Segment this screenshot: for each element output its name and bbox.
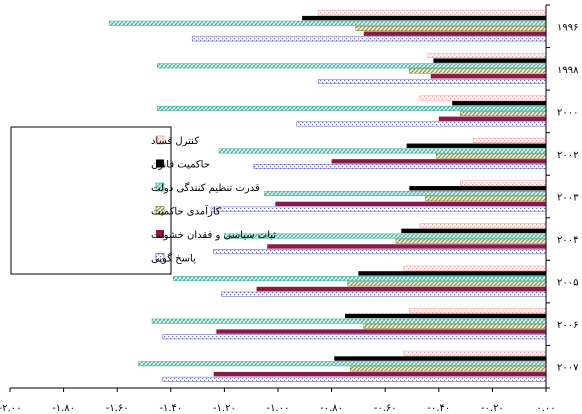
y-tick-label: ۱۹۹۸ — [557, 65, 579, 76]
bar-۲۰۰۲-series-4 — [331, 159, 546, 164]
bar-۲۰۰۰-series-5 — [296, 121, 547, 127]
bar-۲۰۰۰-series-0 — [419, 95, 547, 101]
legend-label: کنترل فساد — [151, 136, 199, 147]
legend: کنترل فساد حاکمیت قانون قدرت تنظیم کنندگی … — [10, 126, 276, 275]
bar-۲۰۰۴-series-4 — [267, 244, 546, 249]
x-tick-label: -۱.۰۰ — [267, 403, 290, 414]
bar-۱۹۹۸-series-0 — [427, 52, 547, 58]
bar-۱۹۹۶-series-1 — [302, 15, 546, 21]
y-tick-label: ۲۰۰۷ — [557, 363, 579, 374]
x-tick-label: -۰.۴۰ — [427, 403, 450, 414]
bar-۲۰۰۳-series-3 — [425, 196, 547, 202]
x-tick-label: ۰.۰۰ — [536, 403, 555, 414]
y-tick-label: ۲۰۰۰ — [557, 107, 578, 118]
bar-۲۰۰۷-series-4 — [213, 371, 546, 377]
bar-۲۰۰۲-series-0 — [473, 138, 547, 144]
legend-swatch — [155, 135, 165, 145]
bar-۲۰۰۷-series-5 — [162, 376, 547, 382]
legend-swatch — [156, 230, 164, 238]
legend-swatch — [155, 206, 165, 215]
bar-۲۰۰۵-series-1 — [358, 271, 546, 276]
bar-۲۰۰۳-series-1 — [409, 186, 546, 191]
bar-۲۰۰۳-series-5 — [210, 206, 547, 212]
bar-۲۰۰۵-series-3 — [347, 281, 547, 287]
y-tick-label: ۲۰۰۴ — [557, 235, 578, 246]
bar-۲۰۰۵-series-4 — [256, 286, 546, 292]
bar-۲۰۰۴-series-0 — [419, 223, 547, 229]
bar-۱۹۹۶-series-2 — [108, 20, 547, 26]
legend-label: حاکمیت قانون — [151, 160, 210, 171]
bar-۲۰۰۷-series-3 — [350, 366, 547, 372]
bar-۲۰۰۵-series-2 — [173, 276, 547, 282]
x-tick-label: -۰.۲۰ — [481, 403, 504, 414]
legend-label: ثبات سیاسی و فقدان خشونت — [151, 230, 276, 241]
x-tick-label: -۰.۶۰ — [374, 403, 397, 414]
bar-۲۰۰۶-series-5 — [162, 334, 547, 340]
legend-swatch — [155, 253, 165, 262]
legend-swatch — [155, 182, 165, 192]
bar-۱۹۹۸-series-5 — [317, 78, 547, 84]
bar-۱۹۹۶-series-4 — [363, 31, 546, 36]
bar-۲۰۰۲-series-3 — [435, 153, 547, 159]
plot-area: ۱۹۹۶ ۱۹۹۸ ۲۰۰۰ ۲۰۰۲ ۲۰۰۳ ۲۰۰۴ ۲۰۰۵ ۲۰۰۶ ۲۰۰۷ ۰.۰۰… — [0, 4, 579, 414]
y-tick-label: ۱۹۹۶ — [557, 22, 578, 33]
x-tick-label: -۱.۲۰ — [213, 403, 236, 414]
bar-۲۰۰۳-series-0 — [459, 180, 547, 186]
x-tick-label: -۱.۴۰ — [159, 403, 182, 414]
legend-swatch — [156, 159, 164, 168]
bar-۱۹۹۸-series-4 — [430, 74, 546, 79]
x-tick-label: -۱.۶۰ — [106, 403, 129, 414]
bar-۲۰۰۷-series-0 — [403, 350, 547, 356]
bar-۲۰۰۳-series-4 — [275, 201, 546, 207]
bar-۲۰۰۰-series-2 — [157, 105, 547, 111]
bar-۲۰۰۷-series-2 — [138, 361, 547, 367]
bar-۲۰۰۴-series-3 — [395, 238, 547, 244]
legend-label: پاسخ گویی — [151, 253, 196, 265]
bar-۲۰۰۰-series-3 — [459, 111, 547, 117]
legend-box — [10, 126, 172, 275]
y-tick-label: ۲۰۰۵ — [557, 278, 578, 289]
bar-۲۰۰۶-series-4 — [216, 329, 547, 334]
bar-۱۹۹۶-series-3 — [355, 25, 547, 31]
bar-۲۰۰۰-series-1 — [452, 100, 546, 106]
x-tick-label: -۰.۸۰ — [320, 403, 343, 414]
bar-۱۹۹۸-series-3 — [409, 68, 547, 74]
y-tick-label: ۲۰۰۶ — [557, 320, 578, 331]
bar-۱۹۹۸-series-1 — [433, 58, 546, 63]
bar-۲۰۰۶-series-2 — [151, 318, 547, 324]
bar-۲۰۰۶-series-0 — [409, 308, 547, 314]
legend-label: قدرت تنظیم کنندگی دولت — [151, 182, 260, 194]
y-tick-label: ۲۰۰۳ — [557, 193, 579, 204]
bar-۲۰۰۳-series-2 — [264, 191, 547, 197]
bar-۲۰۰۲-series-5 — [253, 164, 547, 170]
y-tick-label: ۲۰۰۲ — [557, 150, 578, 161]
bar-۱۹۹۶-series-0 — [317, 10, 547, 16]
bar-۱۹۹۸-series-2 — [157, 63, 547, 69]
bar-۲۰۰۴-series-1 — [401, 228, 546, 234]
bar-۲۰۰۵-series-5 — [221, 291, 547, 297]
bar-۲۰۰۴-series-5 — [213, 249, 547, 255]
bar-۲۰۰۶-series-1 — [345, 313, 546, 319]
bar-۲۰۰۲-series-1 — [406, 143, 546, 148]
legend-label: کارآمدی حاکمیت — [151, 205, 221, 218]
x-tick-label: -۲.۰۰ — [0, 403, 21, 414]
bar-۲۰۰۷-series-1 — [334, 356, 546, 361]
bar-۲۰۰۲-series-2 — [218, 148, 547, 154]
bar-۱۹۹۶-series-5 — [191, 36, 547, 42]
x-tick-label: -۱.۸۰ — [52, 403, 75, 414]
bar-۲۰۰۵-series-0 — [403, 265, 547, 271]
bar-۲۰۰۶-series-3 — [363, 323, 547, 329]
bar-۲۰۰۰-series-4 — [438, 116, 546, 121]
